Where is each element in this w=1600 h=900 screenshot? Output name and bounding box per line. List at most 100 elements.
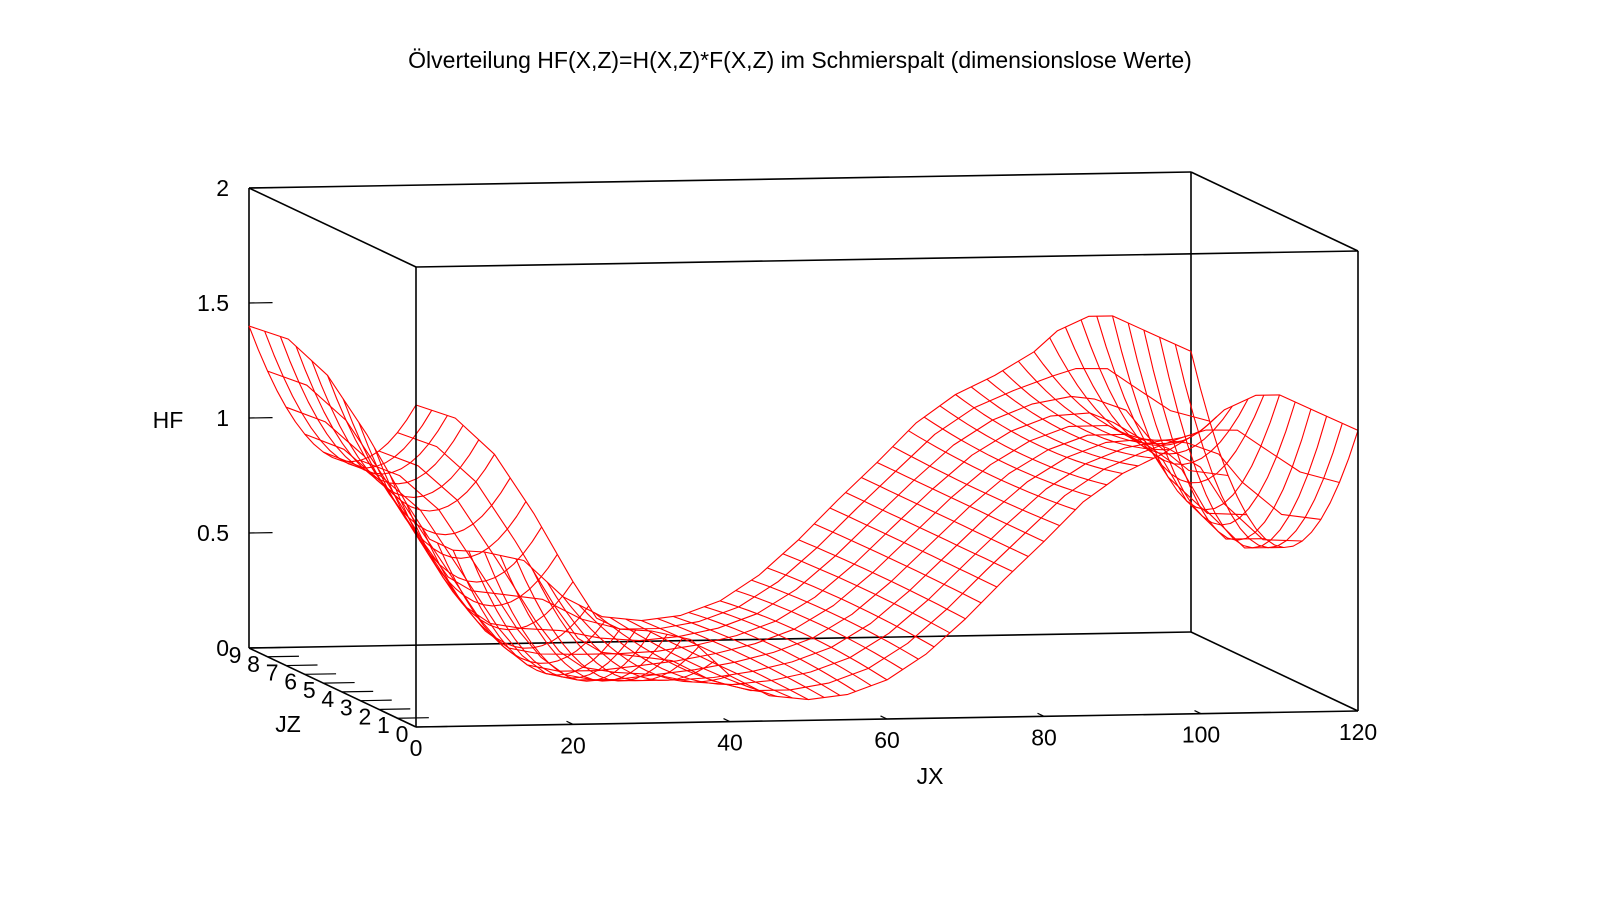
- mesh-line-jx: [704, 606, 872, 687]
- x-tick-label: 60: [874, 727, 900, 753]
- y-tick-label: 3: [340, 695, 353, 721]
- y-tick: [360, 699, 392, 702]
- x-tick-label: 120: [1339, 719, 1377, 745]
- mesh-line-jz: [285, 395, 1229, 642]
- mesh-line-jx: [264, 331, 433, 469]
- x-tick: [566, 720, 574, 725]
- mesh-line-jx: [719, 600, 888, 681]
- mesh-line-jx: [1127, 322, 1296, 526]
- mesh-line-jx: [657, 617, 825, 698]
- mesh-line-jx: [499, 555, 668, 682]
- x-tick: [723, 718, 731, 723]
- mesh-line-jx: [248, 325, 417, 463]
- y-tick: [415, 725, 448, 728]
- mesh-line-jx: [279, 336, 448, 475]
- plot-box-back: [248, 171, 1359, 649]
- mesh-line-jx: [594, 612, 762, 693]
- y-tick-label: 8: [247, 651, 260, 677]
- mesh-line-jx: [578, 604, 746, 686]
- mesh-line-jx: [468, 550, 637, 679]
- mesh-line-jx: [672, 615, 841, 696]
- x-tick-label: 20: [560, 732, 586, 758]
- y-tick-label: 5: [303, 677, 316, 703]
- y-tick-label: 4: [321, 686, 334, 712]
- box-edge: [1190, 631, 1359, 712]
- mesh-line-jx: [751, 579, 919, 660]
- y-tick: [341, 690, 374, 693]
- y-tick: [397, 717, 429, 719]
- y-tick-label: 1: [377, 712, 390, 738]
- mesh-line-jx: [845, 492, 1013, 572]
- z-tick-label: 0: [216, 635, 229, 661]
- chart-title: Ölverteilung HF(X,Z)=H(X,Z)*F(X,Z) im Sc…: [408, 47, 1192, 73]
- x-tick-label: 40: [717, 730, 743, 756]
- x-tick: [1351, 707, 1359, 712]
- mesh-line-jx: [861, 477, 1029, 557]
- x-tick: [880, 715, 888, 720]
- z-tick-label: 1.5: [197, 290, 229, 316]
- mesh-line-jx: [295, 346, 464, 485]
- mesh-line-jx: [609, 617, 778, 698]
- y-tick-label: 2: [358, 703, 371, 729]
- mesh-line-jx: [970, 386, 1139, 467]
- x-tick: [1037, 712, 1045, 717]
- mesh-line-jz: [267, 367, 1210, 630]
- mesh-line-jx: [436, 542, 605, 664]
- mesh-line-jx: [1096, 316, 1265, 484]
- mesh-line-jx: [798, 539, 966, 620]
- mesh-line-jx: [452, 549, 621, 676]
- mesh-line-jx: [421, 526, 590, 649]
- mesh-line-jx: [531, 567, 699, 682]
- mesh-line-jx: [1002, 370, 1170, 451]
- x-tick-label: 100: [1182, 722, 1220, 748]
- mesh-line-jx: [641, 620, 809, 701]
- mesh-line-jx: [876, 462, 1045, 542]
- mesh-line-jz: [304, 412, 1247, 655]
- y-tick-label: 7: [266, 660, 279, 686]
- mesh-line-jx: [813, 523, 982, 604]
- y-tick: [323, 681, 355, 684]
- mesh-line-jx: [1190, 351, 1359, 549]
- mesh-line-jx: [955, 394, 1123, 475]
- z-tick-label: 1: [216, 405, 229, 431]
- x-tick-label: 0: [410, 735, 423, 761]
- mesh-line-jx: [358, 422, 527, 559]
- x-tick: [1194, 710, 1202, 715]
- box-edge: [248, 171, 1192, 189]
- mesh-line-jx: [1033, 351, 1202, 441]
- mesh-line-jx: [1159, 337, 1328, 549]
- y-tick-label: 6: [284, 668, 297, 694]
- surface-mesh: [248, 315, 1359, 701]
- mesh-line-jx: [546, 581, 715, 681]
- y-tick: [267, 655, 299, 658]
- mesh-line-jx: [766, 567, 935, 648]
- y-tick-label: 0: [396, 721, 409, 747]
- mesh-line-jx: [892, 446, 1060, 527]
- mesh-line-jx: [923, 416, 1092, 497]
- z-axis-label: HF: [153, 407, 184, 433]
- mesh-line-jx: [1143, 329, 1312, 541]
- mesh-line-jx: [1174, 344, 1343, 549]
- mesh-line-jx: [782, 553, 951, 634]
- mesh-line-jx: [1080, 319, 1249, 465]
- mesh-line-jx: [908, 430, 1076, 511]
- mesh-line-jx: [515, 558, 684, 682]
- mesh-line-jx: [829, 507, 998, 588]
- mesh-line-jx: [986, 378, 1154, 459]
- box-edge: [415, 250, 1359, 268]
- box-edge: [1190, 171, 1359, 252]
- y-tick: [304, 673, 337, 675]
- y-tick: [286, 664, 318, 667]
- mesh-line-jx: [1017, 360, 1186, 445]
- x-tick-label: 80: [1031, 724, 1057, 750]
- mesh-line-jx: [374, 447, 543, 583]
- x-tick: [409, 723, 417, 728]
- mesh-line-jx: [483, 551, 652, 682]
- box-edge: [248, 647, 417, 728]
- y-tick-label: 9: [229, 642, 242, 668]
- mesh-line-jx: [311, 360, 480, 498]
- mesh-line-jx: [939, 405, 1107, 486]
